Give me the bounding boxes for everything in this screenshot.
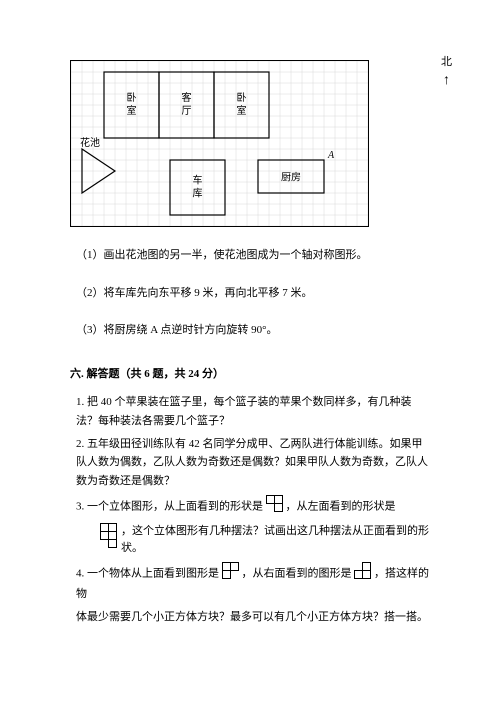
svg-text:A: A: [327, 150, 335, 161]
q4-text-a: 4. 一个物体从上面看到图形是: [76, 567, 219, 579]
q3-text-a: 3. 一个立体图形，从上面看到的形状是: [76, 500, 263, 512]
q4-top-shape: [222, 562, 239, 586]
question-1: 1. 把 40 个苹果装在篮子里，每个篮子装的苹果个数同样多，有几种装法？每种装…: [76, 393, 430, 430]
sub-question-1: （1）画出花池图的另一半，使花池图成为一个轴对称图形。: [76, 247, 430, 265]
svg-text:花池: 花池: [80, 136, 100, 149]
floorplan-diagram: 北 ↑ 卧室客厅卧室车库厨房花池A: [70, 60, 430, 227]
svg-text:客: 客: [182, 91, 192, 104]
question-3-cont: ，这个立体图形有几种摆法？试画出这几种摆法从正面看到的形状。: [100, 523, 430, 558]
svg-text:室: 室: [127, 104, 137, 117]
svg-text:厅: 厅: [182, 106, 192, 117]
compass-north: 北 ↑: [441, 54, 452, 88]
section-6-title: 六. 解答题（共 6 题，共 24 分）: [70, 366, 430, 384]
compass-label: 北: [441, 56, 452, 68]
svg-text:卧: 卧: [127, 91, 137, 104]
q3-text-c: ，这个立体图形有几种摆法？试画出这几种摆法从正面看到的形状。: [121, 523, 430, 558]
question-2: 2. 五年级田径训练队有 42 名同学分成甲、乙两队进行体能训练。如果甲队人数为…: [76, 435, 430, 491]
question-4: 4. 一个物体从上面看到图形是 ，从右面看到的图形是 ，搭这样的物: [76, 562, 430, 604]
question-4-cont: 体最少需要几个小正方体方块？最多可以有几个小正方体方块？搭一搭。: [76, 608, 430, 627]
svg-text:厨房: 厨房: [281, 171, 301, 184]
q3-left-shape: [100, 523, 117, 555]
svg-text:室: 室: [237, 104, 247, 117]
q3-text-b: ，从左面看到的形状是: [286, 500, 396, 512]
svg-text:库: 库: [193, 187, 203, 200]
q4-text-b: ，从右面看到的图形是: [242, 567, 352, 579]
svg-text:卧: 卧: [237, 91, 247, 104]
sub-question-2: （2）将车库先向东平移 9 米，再向北平移 7 米。: [76, 285, 430, 303]
svg-text:车: 车: [193, 174, 203, 187]
floorplan-svg: 卧室客厅卧室车库厨房花池A: [70, 60, 369, 227]
sub-question-3: （3）将厨房绕 A 点逆时针方向旋转 90°。: [76, 322, 430, 340]
question-3: 3. 一个立体图形，从上面看到的形状是 ，从左面看到的形状是: [76, 495, 430, 519]
q3-top-shape: [266, 495, 283, 519]
north-arrow-icon: ↑: [441, 74, 452, 88]
q4-right-shape: [354, 562, 371, 586]
